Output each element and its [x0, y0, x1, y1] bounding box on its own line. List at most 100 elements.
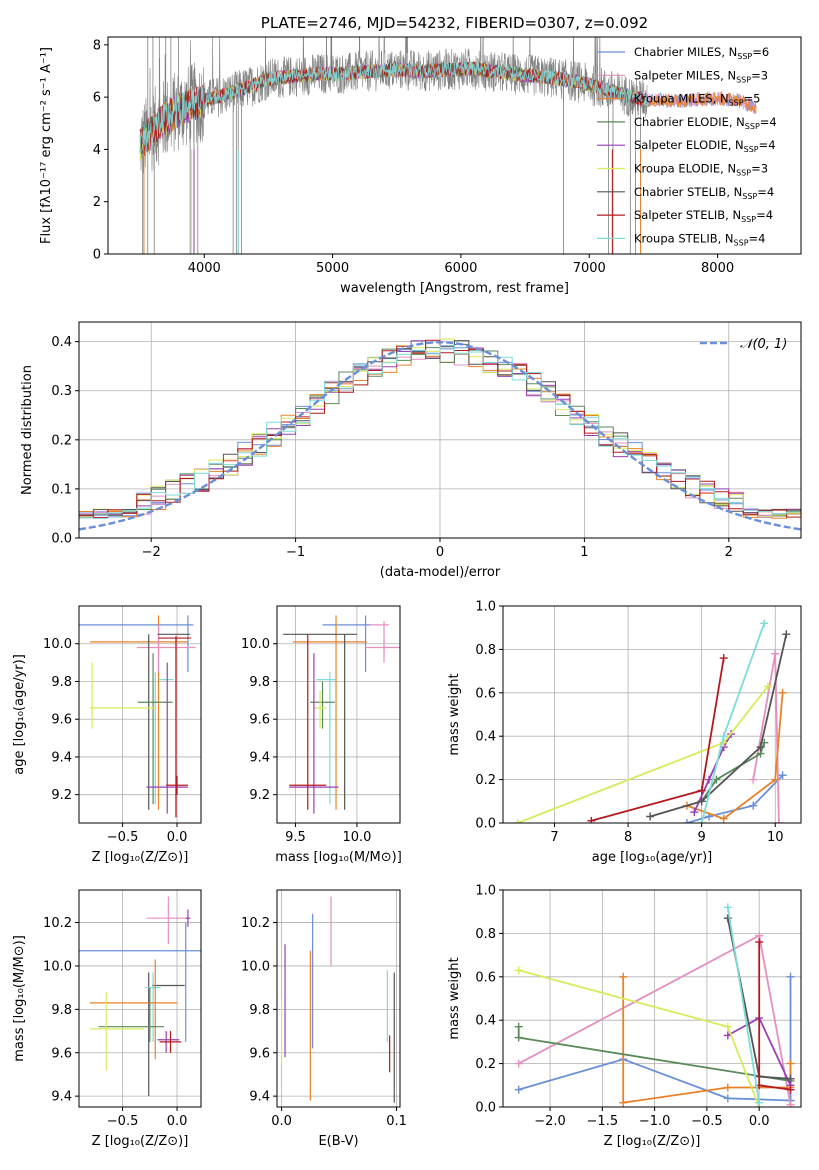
- y-tick-label: 9.2: [249, 788, 270, 803]
- mass-weight-marker: [771, 649, 780, 658]
- y-tick-label: 0.8: [475, 643, 496, 658]
- mass-weight-marker: [749, 775, 758, 784]
- mass-weight-marker: [514, 1085, 523, 1094]
- mass-weight-marker: [682, 819, 691, 823]
- x-tick-label: −2: [142, 545, 161, 560]
- y-tick-label: 10.2: [241, 916, 270, 931]
- x-tick-label: −2.0: [534, 1114, 566, 1129]
- legend-label-sub: SSP: [741, 215, 756, 224]
- x-axis-label: wavelength [Angstrom, rest frame]: [340, 281, 569, 296]
- mass-weight-marker: [723, 903, 732, 912]
- y-tick-label: 0.2: [51, 433, 72, 448]
- y-tick-label: 0.2: [475, 1057, 496, 1072]
- mass-weight-marker: [756, 743, 765, 752]
- gaussian-reference-curve: [79, 340, 801, 531]
- x-tick-label: 0.0: [271, 1114, 292, 1129]
- x-axis-label: mass [log₁₀(M/M⊙)]: [275, 850, 402, 865]
- mass-weight-marker: [786, 1085, 795, 1094]
- legend-label-sub: SSP: [736, 75, 751, 84]
- axes-frame: [276, 605, 401, 824]
- legend-label-sub: SSP: [742, 192, 757, 201]
- mass-weight-marker: [786, 1100, 795, 1107]
- legend-label: 𝒩(0, 1): [740, 337, 787, 352]
- model-spectrum-line: [139, 61, 648, 155]
- mass-weight-marker: [697, 819, 706, 823]
- mass-weight-marker: [587, 816, 596, 823]
- legend-label: Kroupa STELIB, NSSP=4: [634, 231, 765, 247]
- legend-label-sub: SSP: [729, 99, 744, 108]
- mass-weight-marker: [723, 1083, 732, 1092]
- plot-area: [283, 615, 400, 814]
- x-tick-label: 4000: [188, 261, 221, 276]
- age-vs-metallicity-panel: −0.5 0.0 9.2 9.4 9.6 9.8 10.0 Z [log₁₀(Z/Z⊙)] ag…: [12, 605, 202, 865]
- legend-label-sub: SSP: [744, 145, 759, 154]
- x-tick-label: 7: [550, 830, 558, 845]
- x-tick-label: −1.5: [587, 1114, 619, 1129]
- legend-label-suffix: =4: [757, 185, 774, 199]
- mass-weight-vs-metallicity-panel: −2.0 −1.5 −1.0 −0.5 0.0 0.0 0.2 0.4 0.6 0.8 1.0 Z […: [447, 884, 802, 1149]
- y-tick-label: 0.0: [51, 532, 72, 547]
- y-tick-label: 0.8: [475, 927, 496, 942]
- axes-frame: [502, 605, 802, 824]
- residual-histogram-panel: −2 −1 0 1 2 0.0 0.1 0.2 0.3 0.4 (data-model)/error…: [20, 321, 802, 580]
- plot-area: [513, 619, 791, 823]
- chart-title: PLATE=2746, MJD=54232, FIBERID=0307, z=0…: [261, 14, 648, 32]
- mass-weight-marker: [705, 775, 714, 784]
- x-tick-label: 1: [580, 545, 588, 560]
- y-tick-label: 0.2: [475, 773, 496, 788]
- legend-label-suffix: =3: [751, 162, 768, 176]
- x-axis-label: age [log₁₀(age/yr)]: [592, 850, 713, 865]
- mass-weight-marker: [712, 775, 721, 784]
- x-tick-label: −0.5: [691, 1114, 723, 1129]
- y-tick-label: 6: [93, 91, 101, 106]
- x-tick-label: 9.5: [285, 830, 306, 845]
- y-tick-label: 10.2: [43, 916, 72, 931]
- axes-frame: [78, 605, 202, 824]
- mass-weight-marker: [697, 786, 706, 795]
- legend-label-sub: SSP: [734, 238, 749, 247]
- y-tick-label: 9.4: [51, 750, 72, 765]
- y-tick-label: 0.4: [475, 1014, 496, 1029]
- mass-weight-marker: [755, 1098, 764, 1107]
- plot-area: [280, 896, 395, 1103]
- y-tick-label: 0.0: [475, 1101, 496, 1116]
- mass-weight-marker: [723, 1094, 732, 1103]
- legend-label: Chabrier STELIB, NSSP=4: [634, 185, 774, 201]
- mass-weight-marker: [690, 808, 699, 817]
- mass-weight-marker: [763, 682, 772, 691]
- legend-label-main: Kroupa ELODIE, N: [634, 162, 736, 176]
- legend-label-suffix: =4: [756, 208, 773, 222]
- mass-weight-line: [686, 774, 784, 823]
- y-tick-label: 0.0: [475, 817, 496, 832]
- legend-label: Salpeter ELODIE, NSSP=4: [634, 138, 776, 154]
- y-tick-label: 9.8: [249, 675, 270, 690]
- y-tick-label: 10.0: [43, 637, 72, 652]
- y-tick-label: 10.0: [241, 959, 270, 974]
- axes-frame: [107, 36, 802, 255]
- legend-label-suffix: =4: [760, 115, 777, 129]
- legend-label: Kroupa MILES, NSSP=5: [634, 92, 760, 108]
- y-tick-label: 10.0: [43, 959, 72, 974]
- mass-weight-vs-age-panel: 7 8 9 10 0.0 0.2 0.4 0.6 0.8 1.0 age [log₁₀(age/yr…: [447, 600, 802, 865]
- mass-weight-marker: [513, 819, 522, 823]
- age-vs-mass-panel: 9.5 10.0 9.2 9.4 9.6 9.8 10.0 mass [log₁₀(M/M⊙)…: [241, 605, 402, 865]
- y-tick-label: 0: [93, 248, 101, 263]
- x-tick-label: 9: [698, 830, 706, 845]
- x-tick-label: −1: [286, 545, 305, 560]
- mass-weight-line: [649, 633, 788, 818]
- mass-weight-marker: [786, 972, 795, 981]
- mass-weight-marker: [786, 1059, 795, 1068]
- histogram-step-line: [79, 345, 801, 519]
- y-tick-label: 9.8: [249, 1003, 270, 1018]
- x-tick-label: 8: [624, 830, 632, 845]
- x-axis-label: Z [log₁₀(Z/Z⊙)]: [92, 850, 189, 865]
- mass-weight-marker: [723, 914, 732, 923]
- mass-weight-marker: [697, 797, 706, 806]
- y-axis-label: Flux [fλ10⁻¹⁷ erg cm⁻² s⁻¹ A⁻¹]: [39, 47, 54, 244]
- x-tick-label: 0.0: [167, 830, 188, 845]
- x-tick-label: 0.1: [386, 1114, 407, 1129]
- y-tick-label: 4: [93, 143, 101, 158]
- mass-weight-marker: [771, 775, 780, 784]
- legend-label-suffix: =4: [759, 138, 776, 152]
